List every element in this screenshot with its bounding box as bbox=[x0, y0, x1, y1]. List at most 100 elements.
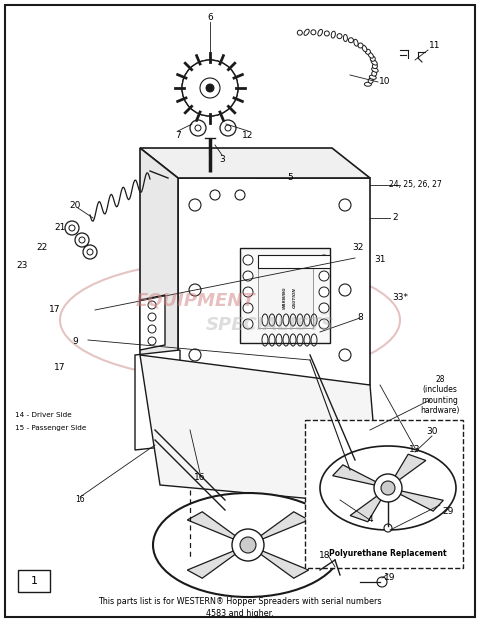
Circle shape bbox=[319, 255, 329, 265]
Text: 1: 1 bbox=[31, 576, 37, 586]
Polygon shape bbox=[394, 489, 444, 511]
Circle shape bbox=[381, 481, 395, 495]
Polygon shape bbox=[140, 295, 165, 350]
Polygon shape bbox=[140, 148, 370, 178]
Circle shape bbox=[195, 125, 201, 131]
Text: 16: 16 bbox=[75, 496, 85, 504]
Text: 21: 21 bbox=[54, 224, 66, 232]
Text: 29: 29 bbox=[442, 508, 454, 516]
Text: 5: 5 bbox=[287, 174, 293, 182]
Ellipse shape bbox=[372, 71, 377, 76]
Text: EQUIPMENT: EQUIPMENT bbox=[135, 291, 255, 309]
Polygon shape bbox=[187, 548, 242, 578]
Text: 23: 23 bbox=[16, 261, 28, 269]
Text: SPECIALISTS: SPECIALISTS bbox=[205, 316, 335, 334]
Circle shape bbox=[240, 537, 256, 553]
Circle shape bbox=[243, 303, 253, 313]
Text: WARNING: WARNING bbox=[283, 287, 287, 309]
Bar bbox=[305, 420, 463, 568]
Ellipse shape bbox=[324, 31, 329, 36]
Circle shape bbox=[377, 577, 387, 587]
Text: 14 - Driver Side: 14 - Driver Side bbox=[15, 412, 72, 418]
Circle shape bbox=[374, 474, 402, 502]
Circle shape bbox=[65, 221, 79, 235]
Text: 24, 25, 26, 27: 24, 25, 26, 27 bbox=[389, 181, 442, 189]
Bar bbox=[18, 570, 50, 592]
Bar bbox=[258, 268, 313, 328]
Circle shape bbox=[189, 199, 201, 211]
Text: 3: 3 bbox=[219, 156, 225, 164]
Circle shape bbox=[182, 60, 238, 116]
Circle shape bbox=[220, 120, 236, 136]
Ellipse shape bbox=[297, 30, 302, 35]
Text: CAUTION: CAUTION bbox=[293, 288, 297, 308]
Ellipse shape bbox=[370, 56, 375, 61]
Circle shape bbox=[148, 325, 156, 333]
Ellipse shape bbox=[331, 31, 336, 38]
Ellipse shape bbox=[364, 82, 372, 86]
Polygon shape bbox=[135, 350, 180, 450]
Circle shape bbox=[243, 255, 253, 265]
Circle shape bbox=[319, 319, 329, 329]
Text: 10: 10 bbox=[379, 78, 391, 86]
Circle shape bbox=[349, 456, 361, 468]
Text: 6: 6 bbox=[207, 14, 213, 22]
Circle shape bbox=[319, 303, 329, 313]
Circle shape bbox=[232, 529, 264, 561]
Ellipse shape bbox=[371, 60, 377, 65]
Circle shape bbox=[182, 60, 238, 116]
Ellipse shape bbox=[369, 75, 376, 79]
Polygon shape bbox=[391, 454, 426, 484]
Circle shape bbox=[69, 225, 75, 231]
Circle shape bbox=[189, 349, 201, 361]
Circle shape bbox=[148, 301, 156, 309]
Text: 15 - Passenger Side: 15 - Passenger Side bbox=[15, 425, 86, 431]
Ellipse shape bbox=[362, 45, 367, 52]
Text: 30: 30 bbox=[426, 428, 438, 436]
Circle shape bbox=[319, 287, 329, 297]
Text: 4583 and higher.: 4583 and higher. bbox=[206, 609, 274, 618]
Polygon shape bbox=[140, 355, 380, 505]
Polygon shape bbox=[187, 512, 242, 542]
Ellipse shape bbox=[368, 52, 373, 58]
Text: 7: 7 bbox=[175, 131, 181, 139]
Ellipse shape bbox=[354, 39, 358, 46]
Circle shape bbox=[83, 245, 97, 259]
Circle shape bbox=[319, 271, 329, 281]
Ellipse shape bbox=[372, 68, 378, 72]
Text: 2: 2 bbox=[392, 214, 398, 222]
Circle shape bbox=[148, 337, 156, 345]
Circle shape bbox=[384, 524, 392, 532]
Ellipse shape bbox=[365, 49, 371, 54]
Polygon shape bbox=[254, 548, 309, 578]
Ellipse shape bbox=[368, 78, 373, 83]
Bar bbox=[178, 178, 370, 385]
Ellipse shape bbox=[343, 34, 348, 41]
Polygon shape bbox=[254, 512, 309, 542]
Text: This parts list is for WESTERN® Hopper Spreaders with serial numbers: This parts list is for WESTERN® Hopper S… bbox=[98, 596, 382, 606]
Polygon shape bbox=[140, 148, 178, 385]
Circle shape bbox=[75, 233, 89, 247]
Circle shape bbox=[339, 284, 351, 296]
Circle shape bbox=[235, 190, 245, 200]
Circle shape bbox=[79, 237, 85, 243]
Text: 20: 20 bbox=[69, 201, 81, 209]
Circle shape bbox=[189, 284, 201, 296]
Circle shape bbox=[339, 349, 351, 361]
Text: 16: 16 bbox=[194, 474, 206, 482]
Ellipse shape bbox=[153, 493, 343, 597]
Polygon shape bbox=[350, 491, 385, 522]
Circle shape bbox=[200, 78, 220, 98]
Text: 28
(includes
mounting
hardware): 28 (includes mounting hardware) bbox=[420, 375, 460, 415]
Circle shape bbox=[206, 84, 214, 92]
Ellipse shape bbox=[311, 30, 316, 35]
Circle shape bbox=[243, 287, 253, 297]
Text: 13: 13 bbox=[409, 446, 421, 454]
Text: 12: 12 bbox=[242, 131, 254, 139]
Circle shape bbox=[190, 120, 206, 136]
Ellipse shape bbox=[304, 29, 309, 36]
Text: 4: 4 bbox=[367, 516, 373, 524]
Circle shape bbox=[148, 313, 156, 321]
Text: 17: 17 bbox=[54, 364, 66, 372]
Polygon shape bbox=[333, 465, 382, 486]
